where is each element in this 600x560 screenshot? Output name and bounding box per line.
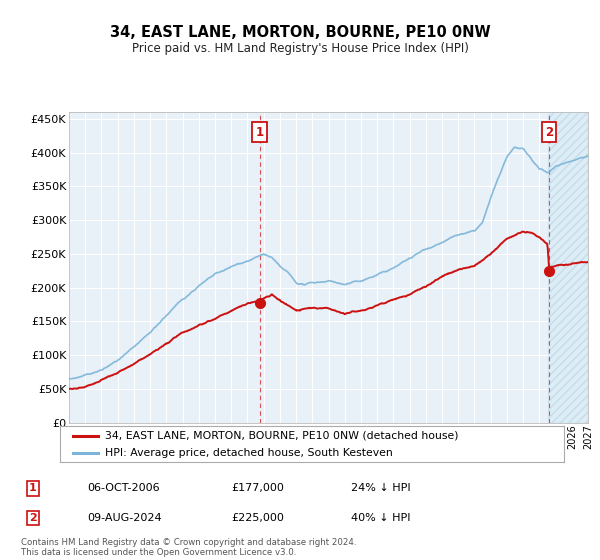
Text: HPI: Average price, detached house, South Kesteven: HPI: Average price, detached house, Sout… — [106, 448, 393, 458]
Text: 24% ↓ HPI: 24% ↓ HPI — [351, 483, 410, 493]
Text: 2: 2 — [545, 126, 553, 139]
Text: 09-AUG-2024: 09-AUG-2024 — [87, 513, 161, 523]
Text: 2: 2 — [29, 513, 37, 523]
Text: 1: 1 — [29, 483, 37, 493]
Text: 06-OCT-2006: 06-OCT-2006 — [87, 483, 160, 493]
Text: £225,000: £225,000 — [231, 513, 284, 523]
Text: 40% ↓ HPI: 40% ↓ HPI — [351, 513, 410, 523]
Text: Contains HM Land Registry data © Crown copyright and database right 2024.
This d: Contains HM Land Registry data © Crown c… — [21, 538, 356, 557]
Text: 34, EAST LANE, MORTON, BOURNE, PE10 0NW: 34, EAST LANE, MORTON, BOURNE, PE10 0NW — [110, 25, 490, 40]
Text: £177,000: £177,000 — [231, 483, 284, 493]
Text: Price paid vs. HM Land Registry's House Price Index (HPI): Price paid vs. HM Land Registry's House … — [131, 42, 469, 55]
Text: 1: 1 — [256, 126, 263, 139]
Text: 34, EAST LANE, MORTON, BOURNE, PE10 0NW (detached house): 34, EAST LANE, MORTON, BOURNE, PE10 0NW … — [106, 431, 459, 441]
